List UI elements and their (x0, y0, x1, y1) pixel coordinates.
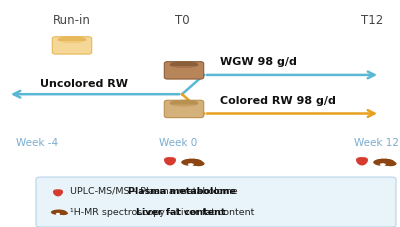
FancyBboxPatch shape (52, 37, 92, 54)
Ellipse shape (170, 100, 198, 106)
Text: Run-in: Run-in (53, 14, 91, 27)
Ellipse shape (56, 213, 60, 215)
Text: WGW 98 g/d: WGW 98 g/d (220, 57, 297, 67)
Text: ¹H-MR spectroscopy – Liver fat content: ¹H-MR spectroscopy – Liver fat content (70, 208, 254, 217)
Text: Week 0: Week 0 (159, 138, 197, 148)
Text: T0: T0 (175, 14, 189, 27)
FancyBboxPatch shape (164, 100, 204, 118)
Text: Colored RW 98 g/d: Colored RW 98 g/d (220, 96, 336, 106)
Ellipse shape (188, 163, 194, 166)
FancyBboxPatch shape (57, 41, 87, 52)
FancyBboxPatch shape (169, 105, 199, 116)
FancyBboxPatch shape (169, 66, 199, 77)
Polygon shape (357, 158, 367, 165)
Text: UPLC-MS/MS – Plasma metabolome: UPLC-MS/MS – Plasma metabolome (70, 187, 238, 196)
Text: T12: T12 (361, 14, 383, 27)
Ellipse shape (59, 211, 68, 215)
FancyBboxPatch shape (164, 62, 204, 79)
Ellipse shape (193, 161, 205, 166)
Ellipse shape (51, 210, 67, 215)
Text: Uncolored RW: Uncolored RW (40, 79, 128, 89)
Text: Liver fat content: Liver fat content (136, 208, 226, 217)
Text: Week 12: Week 12 (354, 138, 398, 148)
Text: Plasma metabolome: Plasma metabolome (128, 187, 236, 196)
Polygon shape (54, 190, 62, 196)
Text: Week -4: Week -4 (16, 138, 58, 148)
FancyBboxPatch shape (36, 177, 396, 227)
Ellipse shape (385, 161, 397, 166)
Ellipse shape (373, 158, 395, 166)
Ellipse shape (170, 62, 198, 68)
Ellipse shape (380, 163, 386, 166)
Polygon shape (165, 158, 175, 165)
Ellipse shape (181, 158, 203, 166)
Ellipse shape (58, 37, 86, 43)
